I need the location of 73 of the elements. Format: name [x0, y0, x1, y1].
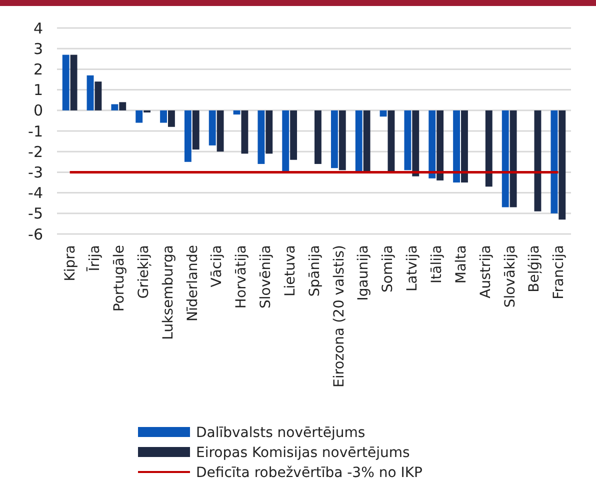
y-tick-label: 1	[33, 81, 43, 100]
bar	[266, 110, 273, 154]
x-tick-label: Malta	[453, 245, 470, 284]
bar	[380, 110, 387, 117]
y-tick-label: 2	[33, 60, 43, 78]
bar	[412, 110, 420, 176]
x-tick-label: Eirozona (20 valstis)	[331, 245, 348, 388]
bar	[208, 110, 216, 146]
y-tick-label: -4	[28, 184, 43, 202]
x-tick-label: Īrija	[86, 245, 104, 272]
bar	[62, 54, 70, 110]
bar	[558, 110, 566, 220]
y-tick-label: -3	[28, 163, 43, 182]
bar	[119, 102, 126, 110]
bar	[485, 110, 492, 187]
bar	[428, 110, 436, 178]
bar	[355, 110, 362, 172]
x-tick-label: Spānija	[306, 245, 323, 297]
bar	[94, 82, 102, 110]
bar	[388, 110, 395, 172]
bar	[404, 110, 412, 170]
bar	[461, 110, 468, 182]
x-tick-label: Slovēnija	[258, 245, 274, 308]
bar	[502, 110, 509, 208]
x-tick-label: Beļģija	[526, 245, 543, 292]
bar	[136, 110, 143, 123]
x-tick-label: Grieķija	[136, 245, 152, 299]
legend-label: Deficīta robežvērtība -3% no IKP	[196, 464, 422, 481]
x-tick-label: Nīderlande	[184, 245, 201, 322]
bar	[550, 110, 558, 214]
x-tick-label: Lietuva	[282, 245, 298, 297]
bar	[86, 75, 94, 110]
bar	[330, 110, 338, 168]
bar	[111, 104, 118, 110]
y-tick-label: -1	[28, 122, 43, 140]
bar	[168, 110, 175, 127]
x-tick-label: Slovākija	[502, 245, 518, 308]
bar	[363, 110, 370, 172]
bar	[282, 110, 290, 172]
bar	[233, 110, 240, 115]
bar	[241, 110, 248, 154]
bar	[510, 110, 517, 208]
bar	[534, 110, 542, 212]
x-tick-label: Igaunija	[356, 245, 372, 301]
x-tick-label: Vācija	[209, 245, 226, 288]
y-tick-label: -6	[28, 225, 43, 244]
x-tick-label: Austrija	[478, 245, 494, 298]
bar	[338, 110, 346, 170]
x-tick-label: Kipra	[62, 245, 79, 282]
x-tick-label: Horvātija	[234, 245, 250, 309]
x-tick-label: Francija	[551, 245, 568, 300]
bar	[184, 110, 192, 162]
bar	[314, 110, 322, 164]
y-tick-label: 4	[33, 19, 43, 38]
y-tick-label: -5	[28, 204, 43, 223]
x-tick-label: Latvija	[404, 245, 421, 292]
bar	[216, 110, 224, 152]
bar	[436, 110, 444, 180]
bar	[290, 110, 298, 160]
x-tick-label: Somija	[380, 245, 396, 292]
x-tick-label: Itālija	[428, 245, 445, 284]
bar	[453, 110, 460, 182]
x-tick-label: Luksemburga	[160, 245, 176, 340]
y-tick-label: 0	[33, 102, 43, 120]
legend-label: Dalībvalsts novērtējums	[196, 424, 366, 441]
x-tick-label: Portugāle	[112, 245, 128, 312]
bar	[160, 110, 167, 123]
bar	[258, 110, 265, 164]
legend-label: Eiropas Komisijas novērtējums	[196, 444, 410, 461]
bar	[70, 54, 78, 110]
y-tick-label: 3	[33, 40, 43, 58]
bar	[192, 110, 200, 150]
y-tick-label: -2	[28, 142, 43, 161]
